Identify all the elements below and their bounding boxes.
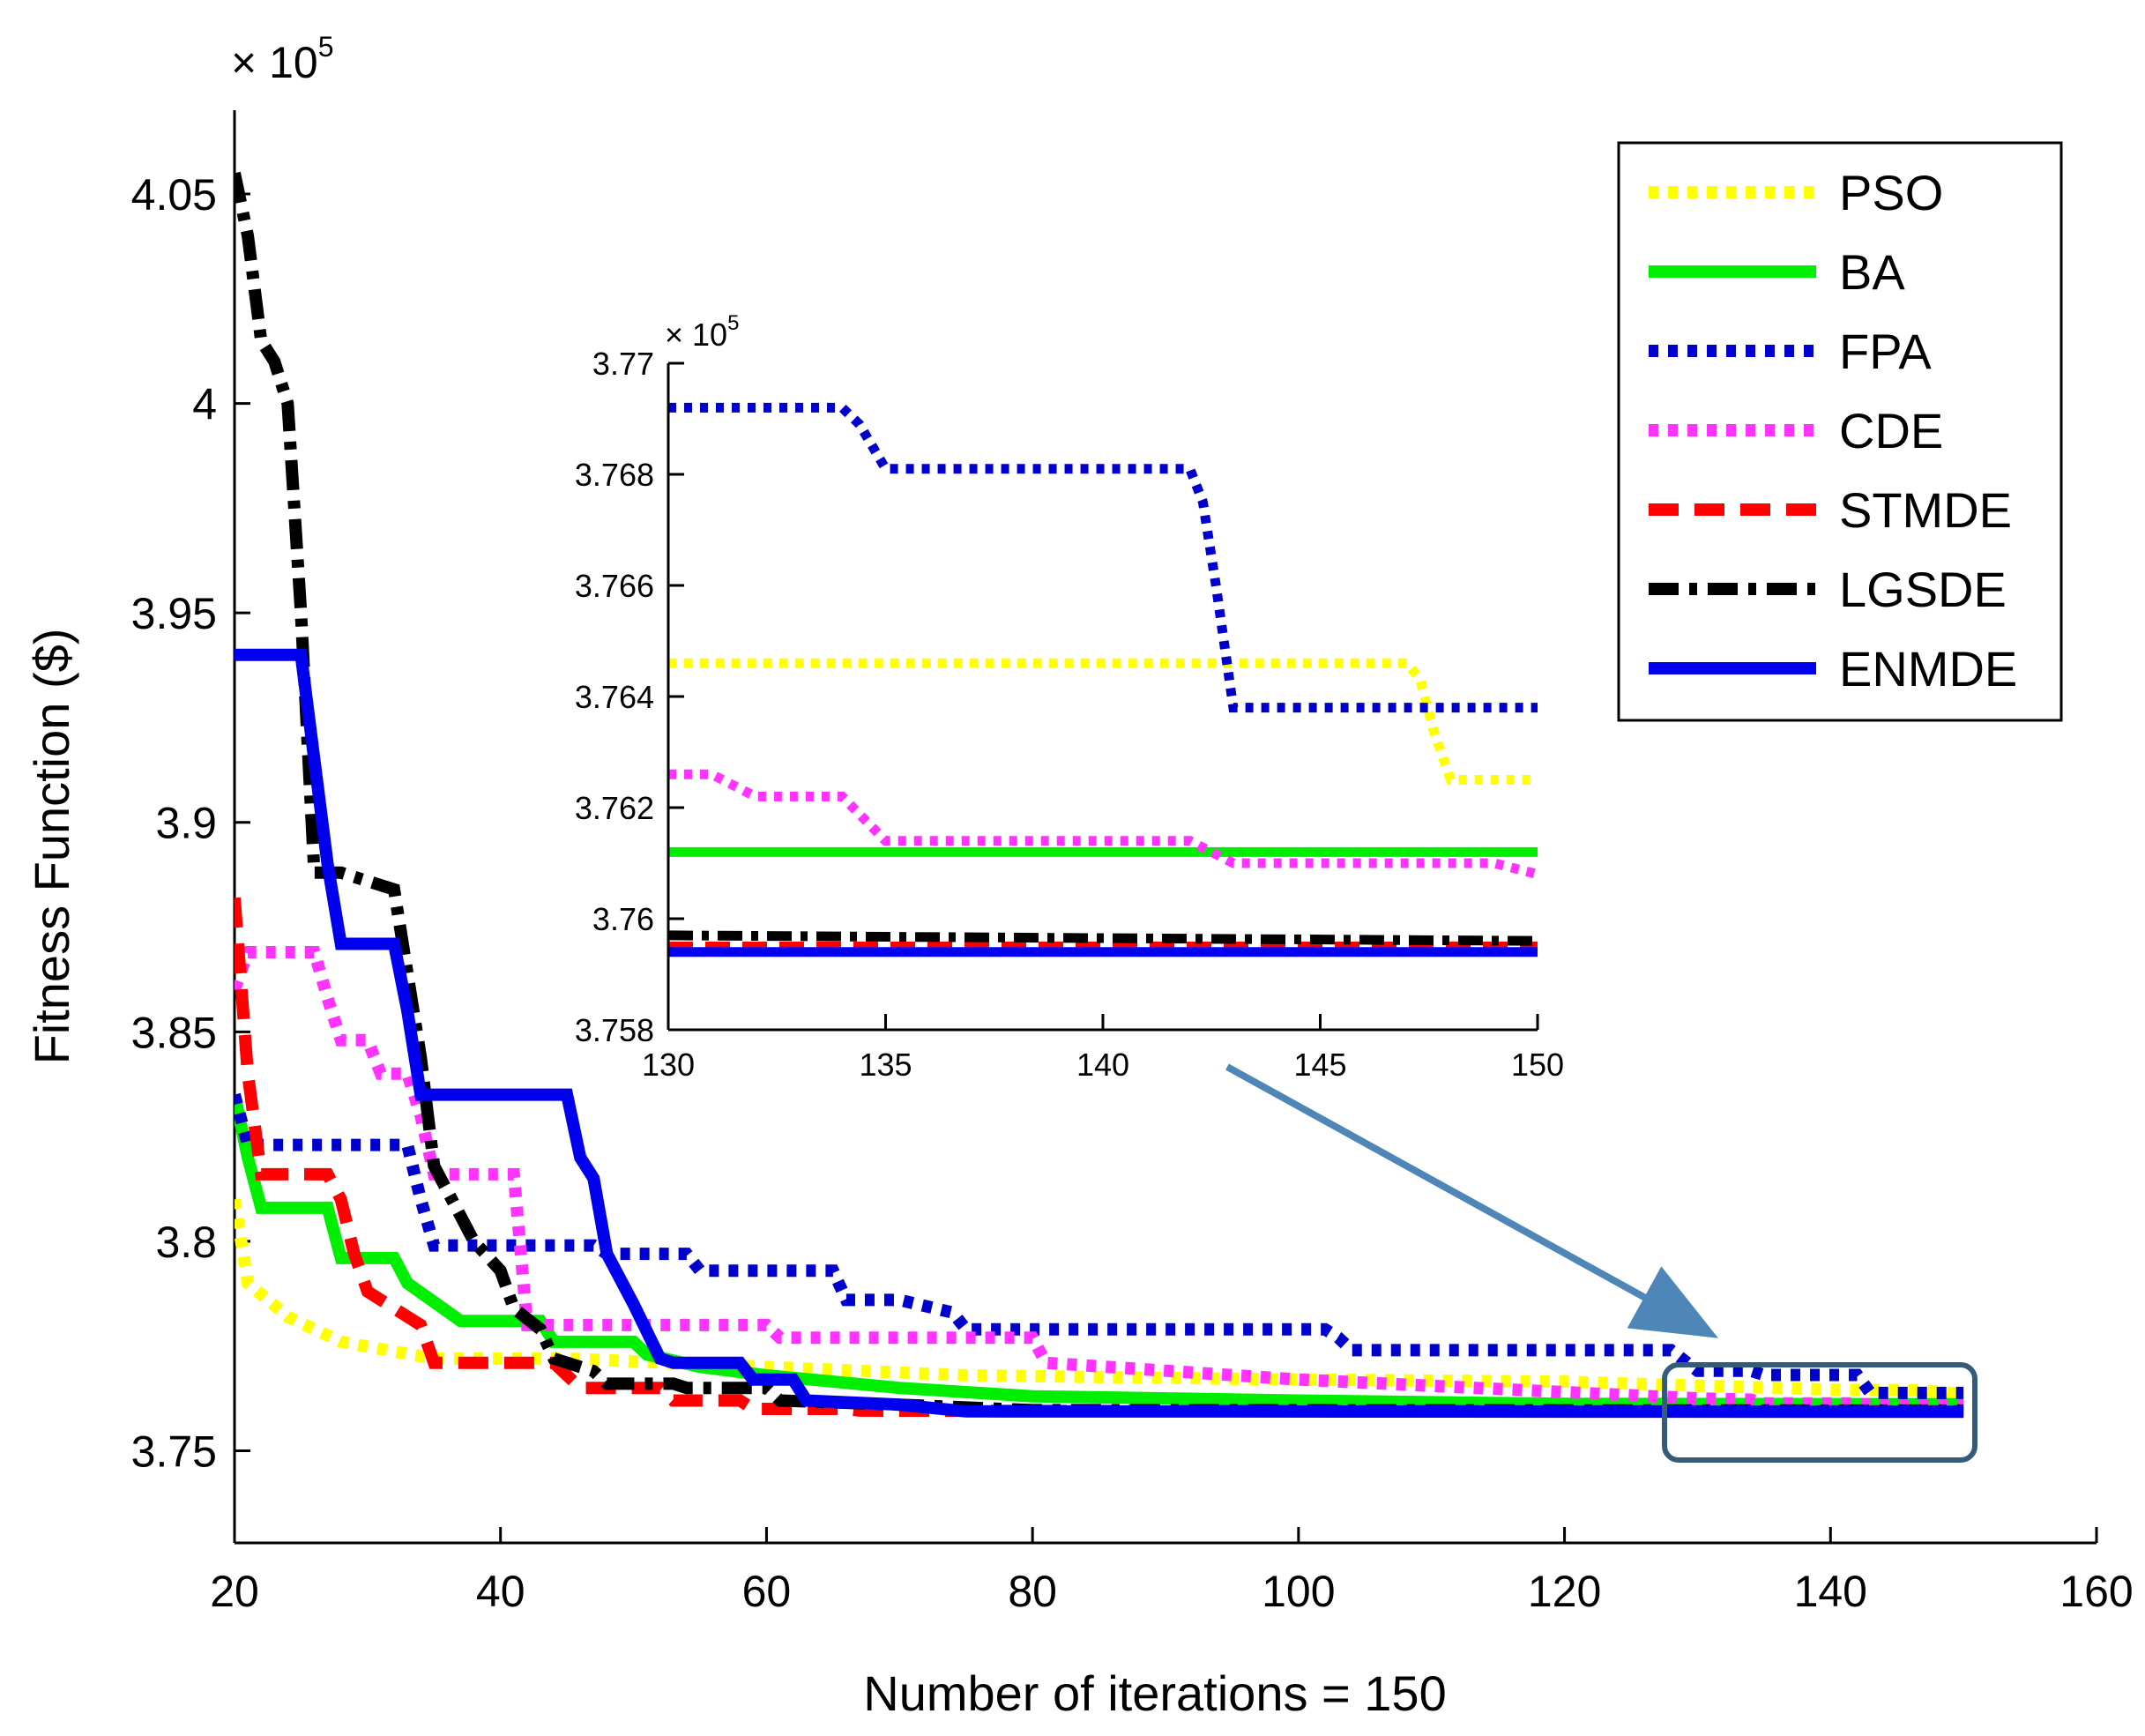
inset-y-tick-label: 3.764	[575, 679, 654, 715]
inset-series-pso	[668, 658, 1538, 785]
main-x-tick-label: 80	[1008, 1567, 1057, 1616]
inset-x-tick-label: 140	[1076, 1047, 1129, 1083]
inset-y-multiplier: × 105	[665, 311, 739, 353]
inset-series-cde	[668, 769, 1538, 879]
inset-y-tick-label: 3.768	[575, 457, 654, 493]
main-y-axis-label: Fitness Function ($)	[24, 629, 79, 1065]
main-y-tick-label: 3.8	[155, 1218, 217, 1267]
inset-y-tick-label: 3.758	[575, 1012, 654, 1048]
main-x-tick-label: 40	[476, 1567, 525, 1616]
main-x-tick-label: 160	[2059, 1567, 2133, 1616]
legend-label-stmde: STMDE	[1839, 482, 2012, 538]
inset-background	[668, 363, 1538, 1030]
legend-label-enmde: ENMDE	[1839, 641, 2017, 697]
inset-y-multiplier-base: × 10	[665, 317, 727, 353]
zoom-arrow	[1225, 1063, 1719, 1338]
main-series-group	[235, 171, 1964, 1419]
main-y-tick-label: 4	[192, 380, 217, 429]
inset-series-lgsde	[668, 930, 1538, 946]
main-x-tick-label: 20	[210, 1567, 259, 1616]
legend-label-cde: CDE	[1839, 403, 1943, 458]
inset-y-tick-label: 3.762	[575, 790, 654, 826]
legend: PSO BA FPA CDE STMDE LGSDE ENMDE	[1617, 141, 2063, 722]
main-x-axis-label: Number of iterations = 150	[863, 1665, 1446, 1721]
main-y-tick-label: 4.05	[131, 170, 217, 220]
main-y-tick-label: 3.95	[131, 589, 217, 638]
legend-label-fpa: FPA	[1839, 324, 1932, 379]
main-x-ticks: 20 40 60 80 100 120 140 160	[210, 1527, 2134, 1616]
main-x-tick-label: 100	[1262, 1567, 1335, 1616]
zoom-box	[1662, 1362, 1977, 1463]
main-series-enmde	[235, 648, 1964, 1419]
legend-label-lgsde: LGSDE	[1839, 562, 2007, 617]
main-y-tick-label: 3.9	[155, 799, 217, 848]
main-series-ba	[235, 1093, 1964, 1411]
inset-x-tick-label: 135	[859, 1047, 912, 1083]
inset-x-tick-label: 130	[642, 1047, 695, 1083]
main-y-tick-label: 3.75	[131, 1427, 217, 1476]
main-x-tick-label: 140	[1794, 1567, 1867, 1616]
main-y-multiplier: × 105	[231, 31, 334, 87]
legend-label-ba: BA	[1839, 244, 1905, 300]
inset-y-tick-label: 3.76	[592, 901, 654, 937]
main-series-pso	[235, 1198, 1964, 1401]
inset-y-multiplier-exp: 5	[727, 311, 739, 335]
inset-y-ticks: 3.758 3.76 3.762 3.764 3.766 3.768 3.77	[575, 346, 684, 1048]
main-x-tick-label: 60	[742, 1567, 792, 1616]
main-y-multiplier-exp: 5	[318, 31, 334, 63]
main-y-multiplier-base: × 10	[231, 38, 318, 87]
inset-series-fpa	[668, 402, 1538, 713]
main-series-fpa	[235, 1092, 1964, 1399]
inset-x-ticks: 130 135 140 145 150	[642, 1014, 1564, 1083]
inset-series-group	[668, 402, 1538, 957]
inset-y-tick-label: 3.766	[575, 568, 654, 604]
main-x-tick-label: 120	[1528, 1567, 1601, 1616]
main-series-cde	[235, 946, 1964, 1412]
legend-label-pso: PSO	[1839, 165, 1943, 220]
main-y-tick-label: 3.85	[131, 1008, 217, 1057]
legend-items: PSO BA FPA CDE STMDE LGSDE ENMDE	[1649, 165, 2017, 697]
inset-x-tick-label: 145	[1293, 1047, 1346, 1083]
main-series-lgsde	[235, 171, 1964, 1417]
main-y-ticks: 3.75 3.8 3.85 3.9 3.95 4 4.05	[131, 170, 250, 1476]
inset-y-tick-label: 3.77	[592, 346, 654, 382]
inset-x-tick-label: 150	[1511, 1047, 1564, 1083]
